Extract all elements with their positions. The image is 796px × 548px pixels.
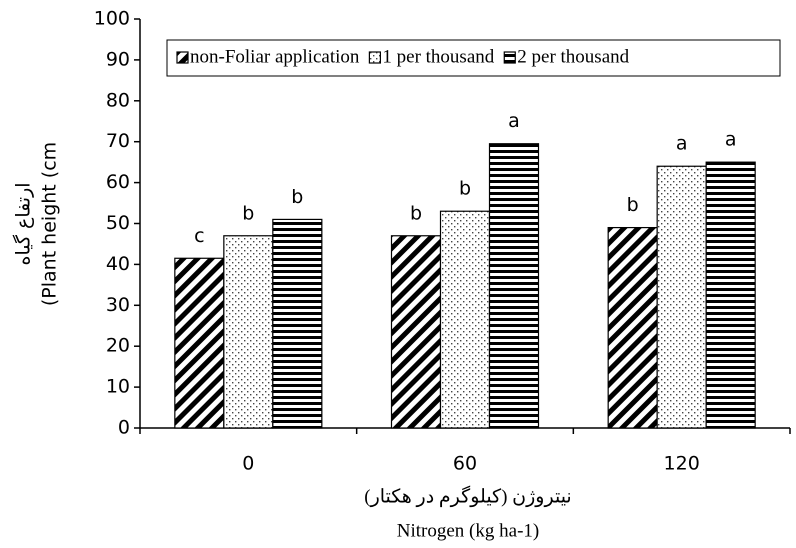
bar (607, 226, 658, 429)
legend-swatch (368, 51, 381, 64)
y-tick-label: 40 (106, 253, 130, 275)
x-tick-label: 0 (242, 453, 254, 475)
bar-letter: a (676, 133, 688, 155)
legend-swatch (503, 51, 516, 64)
legend-box (166, 39, 781, 77)
legend-label: 2 per thousand (517, 46, 629, 67)
bar-letter: a (508, 110, 520, 132)
bar (439, 210, 491, 429)
bar-letter: b (627, 194, 639, 216)
legend-swatch (176, 51, 189, 64)
legend-label: 1 per thousand (382, 46, 494, 67)
bar-letter: c (194, 225, 204, 247)
x-axis-label: Nitrogen (kg ha-1) (397, 520, 539, 541)
y-axis-label: (Plant height (cm (39, 142, 61, 306)
y-axis-label: ارتفاع گیاه (12, 182, 35, 265)
x-tick-label: 60 (453, 453, 477, 475)
bar (488, 143, 540, 429)
y-tick-label: 80 (106, 89, 130, 111)
y-tick-label: 60 (106, 171, 130, 193)
x-axis-label: نیتروژن (کیلوگرم در هکتار) (364, 484, 571, 507)
bar (272, 218, 323, 429)
bar (656, 165, 707, 429)
bar-letter: b (291, 186, 303, 208)
y-tick-label: 10 (106, 376, 130, 398)
bar-letter: a (725, 129, 737, 151)
y-tick-label: 100 (94, 8, 130, 30)
bar-letter: b (410, 202, 422, 224)
bar (223, 235, 274, 429)
x-tick-label: 120 (664, 453, 700, 475)
y-tick-label: 20 (106, 335, 130, 357)
y-tick-label: 50 (106, 212, 130, 234)
bar (705, 161, 756, 429)
bar (174, 257, 225, 429)
legend-label: non-Foliar application (190, 46, 360, 67)
bar (390, 235, 442, 429)
bar-letter: b (242, 202, 254, 224)
y-tick-label: 90 (106, 48, 130, 70)
y-tick-label: 70 (106, 130, 130, 152)
bar-letter: b (459, 178, 471, 200)
y-tick-label: 0 (118, 417, 130, 439)
y-tick-label: 30 (106, 294, 130, 316)
